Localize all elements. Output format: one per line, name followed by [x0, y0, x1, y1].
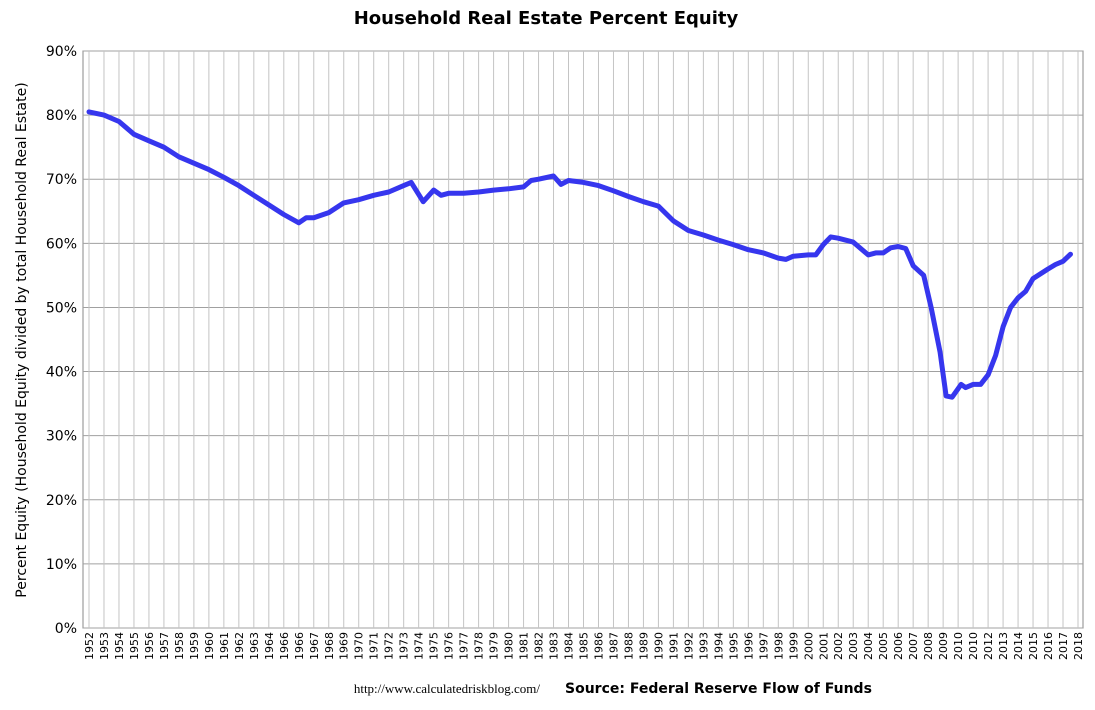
x-tick-label: 1993: [697, 632, 710, 660]
x-tick-label: 1978: [473, 632, 486, 660]
x-tick-label: 2006: [892, 632, 905, 660]
x-tick-label: 1990: [652, 632, 665, 660]
x-tick-label: 1966: [278, 632, 291, 660]
x-tick-label: 1963: [248, 632, 261, 660]
url-note: http://www.calculatedriskblog.com/: [354, 681, 541, 696]
x-tick-label: 1955: [128, 632, 141, 660]
x-tick-label: 2018: [1072, 632, 1085, 660]
y-tick-label: 90%: [46, 44, 77, 60]
x-tick-label: 1983: [548, 632, 561, 660]
x-tick-label: 2007: [907, 632, 920, 660]
x-tick-label: 1957: [158, 632, 171, 660]
x-tick-label: 1952: [83, 632, 96, 660]
x-tick-label: 1988: [622, 632, 635, 660]
x-tick-label: 1959: [188, 632, 201, 660]
x-tick-label: 2010: [952, 632, 965, 660]
x-tick-label: 1998: [772, 632, 785, 660]
x-tick-label: 2017: [1057, 632, 1070, 660]
x-tick-label: 2014: [1012, 632, 1025, 660]
x-tick-label: 1972: [383, 632, 396, 660]
y-tick-label: 10%: [46, 557, 77, 573]
x-tick-label: 1974: [413, 632, 426, 660]
x-tick-label: 2005: [877, 632, 890, 660]
x-tick-label: 2004: [862, 632, 875, 660]
x-tick-label: 1958: [173, 632, 186, 660]
x-tick-label: 1962: [233, 632, 246, 660]
x-tick-label: 2012: [982, 632, 995, 660]
x-tick-label: 1997: [757, 632, 770, 660]
y-tick-label: 60%: [46, 236, 77, 252]
x-tick-label: 1968: [323, 632, 336, 660]
y-tick-label: 30%: [46, 429, 77, 445]
x-tick-label: 1977: [458, 632, 471, 660]
x-tick-label: 1956: [143, 632, 156, 660]
x-tick-label: 2003: [847, 632, 860, 660]
x-tick-label: 1967: [308, 632, 321, 660]
x-tick-label: 1991: [667, 632, 680, 660]
y-axis-label: Percent Equity (Household Equity divided…: [14, 82, 30, 597]
x-tick-label: 2010: [967, 632, 980, 660]
x-tick-label: 1970: [353, 632, 366, 660]
x-tick-label: 2016: [1042, 632, 1055, 660]
x-tick-label: 1999: [787, 632, 800, 660]
x-tick-label: 1989: [637, 632, 650, 660]
x-tick-label: 1971: [368, 632, 381, 660]
x-tick-label: 1961: [218, 632, 231, 660]
x-tick-label: 2001: [817, 632, 830, 660]
x-tick-label: 1985: [578, 632, 591, 660]
y-tick-label: 70%: [46, 172, 77, 188]
x-tick-label: 1964: [263, 632, 276, 660]
x-tick-label: 1960: [203, 632, 216, 660]
x-tick-label: 1980: [503, 632, 516, 660]
y-tick-label: 80%: [46, 108, 77, 124]
x-tick-label: 1954: [113, 632, 126, 660]
x-tick-label: 2015: [1027, 632, 1040, 660]
x-tick-label: 1987: [607, 632, 620, 660]
x-tick-label: 2000: [802, 632, 815, 660]
y-tick-label: 50%: [46, 300, 77, 316]
x-tick-label: 1953: [98, 632, 111, 660]
x-tick-label: 2009: [937, 632, 950, 660]
data-line: [86, 109, 1073, 400]
x-tick-label: 1986: [592, 632, 605, 660]
x-tick-label: 1973: [398, 632, 411, 660]
y-tick-label: 0%: [55, 621, 77, 637]
x-tick-label: 1982: [533, 632, 546, 660]
x-tick-label: 1992: [682, 632, 695, 660]
x-tick-label: 2008: [922, 632, 935, 660]
x-tick-label: 1996: [742, 632, 755, 660]
x-tick-label: 1981: [518, 632, 531, 660]
y-tick-label: 40%: [46, 365, 77, 381]
source-note: Source: Federal Reserve Flow of Funds: [565, 681, 872, 697]
y-tick-label: 20%: [46, 493, 77, 509]
x-tick-label: 1994: [712, 632, 725, 660]
x-tick-label: 2002: [832, 632, 845, 660]
x-tick-label: 1984: [563, 632, 576, 660]
x-tick-label: 1976: [443, 632, 456, 660]
x-tick-label: 1966: [293, 632, 306, 660]
x-tick-label: 1979: [488, 632, 501, 660]
chart-title: Household Real Estate Percent Equity: [354, 8, 739, 29]
x-tick-label: 1969: [338, 632, 351, 660]
x-tick-label: 2013: [997, 632, 1010, 660]
x-tick-label: 1995: [727, 632, 740, 660]
x-tick-label: 1975: [428, 632, 441, 660]
